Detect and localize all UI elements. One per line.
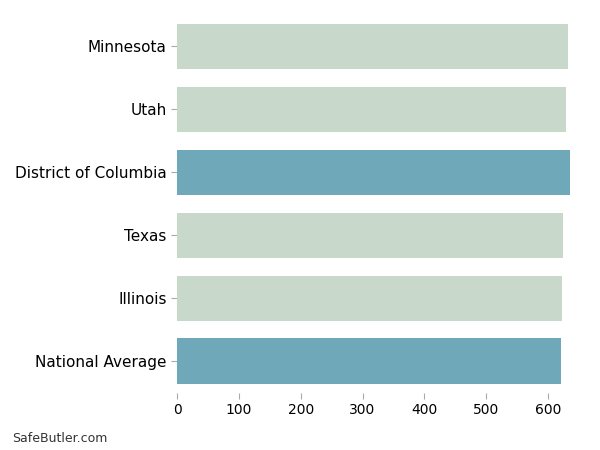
- Bar: [177, 212, 563, 258]
- Bar: [177, 141, 585, 204]
- Text: SafeButler.com: SafeButler.com: [12, 432, 107, 446]
- Bar: [177, 15, 585, 78]
- Bar: [177, 78, 585, 141]
- Bar: [177, 330, 585, 392]
- Bar: [177, 338, 561, 384]
- Bar: [177, 150, 570, 195]
- Bar: [177, 275, 562, 321]
- Bar: [177, 267, 585, 330]
- Bar: [177, 87, 566, 132]
- Bar: [177, 24, 568, 69]
- Bar: [177, 204, 585, 267]
